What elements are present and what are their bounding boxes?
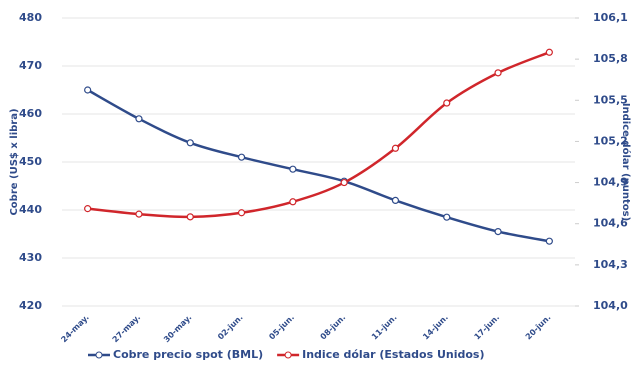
point: [494, 69, 502, 77]
point: [237, 209, 246, 217]
series-line: [87, 88, 550, 243]
y2-tick-label: 105,8: [593, 52, 628, 65]
series-line: [87, 51, 550, 219]
point: [186, 139, 194, 147]
legend-label: Cobre precio spot (BML): [113, 348, 263, 361]
y2-tick-label: 104,0: [593, 299, 628, 312]
y2-tick-label: 104,3: [593, 258, 628, 271]
y-axis-title: Cobre (US$ x libra): [9, 108, 20, 215]
legend-marker: [95, 351, 103, 359]
point: [391, 144, 400, 152]
legend-label: Indice dólar (Estados Unidos): [302, 348, 484, 361]
point: [135, 115, 143, 123]
point: [443, 99, 451, 107]
point: [289, 198, 297, 206]
y-tick-label: 430: [19, 251, 42, 264]
y2-tick-label: 105,5: [593, 93, 628, 106]
y-tick-label: 470: [19, 59, 42, 72]
point: [84, 205, 92, 213]
point: [186, 213, 194, 221]
y-tick-label: 480: [19, 11, 42, 24]
y2-axis-title: Indice dólar (puntos): [620, 103, 632, 221]
y-tick-label: 460: [19, 107, 42, 120]
point: [340, 178, 348, 187]
y-tick-label: 440: [19, 203, 42, 216]
y2-tick-label: 106,1: [593, 11, 628, 24]
y2-tick-label: 105,2: [593, 134, 628, 147]
point: [237, 153, 246, 161]
point: [494, 228, 502, 236]
point: [443, 213, 451, 221]
y2-tick-label: 104,6: [593, 217, 628, 230]
y-tick-label: 420: [19, 299, 42, 312]
point: [84, 86, 92, 94]
legend-marker: [284, 351, 292, 359]
point: [289, 165, 297, 173]
point: [545, 48, 553, 56]
point: [545, 237, 553, 245]
point: [135, 210, 143, 218]
y2-tick-label: 104,9: [593, 176, 628, 189]
point: [391, 196, 400, 204]
y-tick-label: 450: [19, 155, 42, 168]
